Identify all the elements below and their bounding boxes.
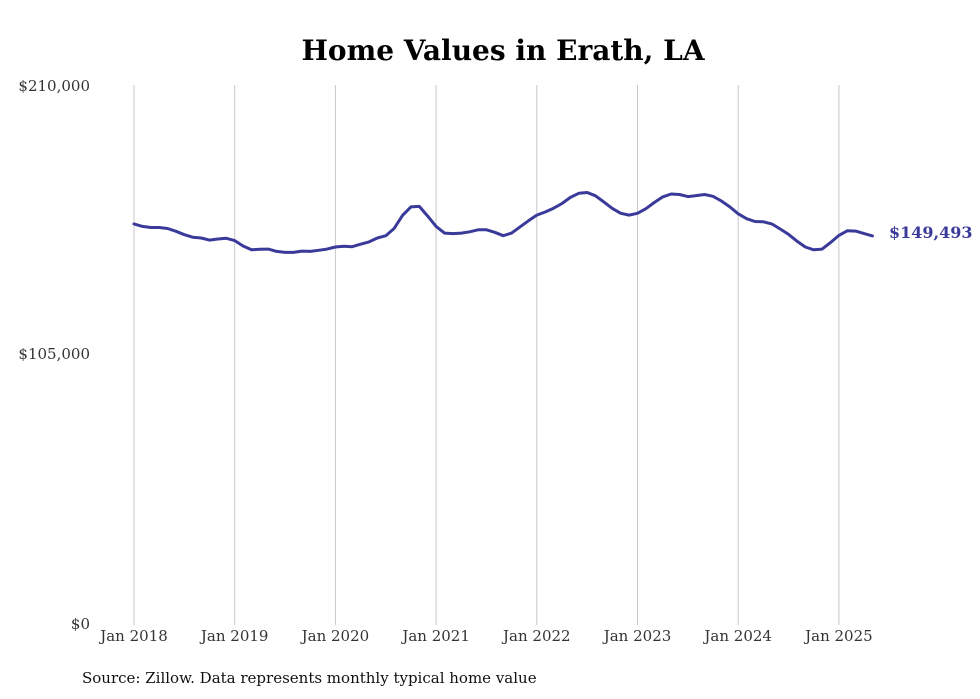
x-axis-tick-labels: Jan 2018 Jan 2019 Jan 2020 Jan 2021 Jan 2022… [98, 627, 872, 645]
x-tick-label-2025: Jan 2025 [803, 627, 873, 645]
source-note: Source: Zillow. Data represents monthly … [82, 669, 537, 687]
x-tick-label-2021: Jan 2021 [400, 627, 470, 645]
x-tick-label-2022: Jan 2022 [501, 627, 571, 645]
y-tick-label-0: $0 [71, 615, 90, 633]
y-tick-label-210000: $210,000 [18, 77, 90, 95]
vertical-gridlines [133, 85, 840, 625]
x-tick-label-2020: Jan 2020 [300, 627, 370, 645]
x-tick-label-2023: Jan 2023 [602, 627, 672, 645]
x-tick-label-2024: Jan 2024 [702, 627, 772, 645]
y-tick-label-105000: $105,000 [18, 345, 90, 363]
chart-title: Home Values in Erath, LA [301, 34, 705, 67]
x-tick-label-2019: Jan 2019 [199, 627, 269, 645]
home-value-line [132, 191, 874, 254]
latest-value-label: $149,493 [889, 223, 973, 242]
x-tick-label-2018: Jan 2018 [98, 627, 168, 645]
